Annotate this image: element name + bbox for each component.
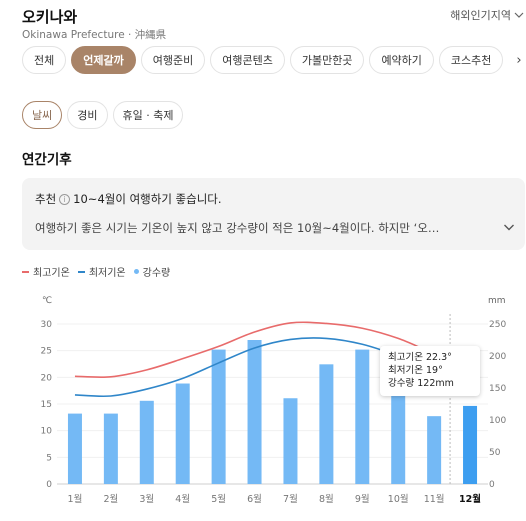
subtab-label: 휴일 · 축제 <box>122 109 174 122</box>
precipitation-bar <box>247 340 262 484</box>
recommendation-body: 여행하기 좋은 시기는 기온이 높지 않고 강수량이 적은 10월~4월이다. … <box>35 221 440 235</box>
precipitation-bar <box>355 349 370 484</box>
subtab-label: 경비 <box>77 109 98 122</box>
x-tick-label: 10월 <box>388 493 409 505</box>
subtab-expenses[interactable]: 경비 <box>67 101 108 129</box>
tab-travel-content[interactable]: 여행콘텐츠 <box>210 46 285 74</box>
x-tick-label: 2월 <box>103 493 118 505</box>
legend-min-temp: 최저기온 <box>77 264 126 279</box>
y-left-tick-label: 5 <box>46 453 52 463</box>
precipitation-bar <box>139 400 154 484</box>
tab-label: 예약하기 <box>381 54 422 67</box>
sub-tabs: 날씨 경비 휴일 · 축제 <box>22 101 184 129</box>
legend-swatch <box>22 270 29 273</box>
climate-chart-svg: ℃ mm 0 5 10 15 20 25 30 0 50 100 150 200 250 1월 2월 3월 4월 5월… <box>41 296 507 505</box>
info-icon[interactable]: i <box>59 193 71 205</box>
y-left-unit-label: ℃ <box>42 296 52 306</box>
tooltip-max-temp: 최고기온 22.3° <box>388 352 452 363</box>
precipitation-bar <box>283 398 298 484</box>
y-left-tick-label: 30 <box>41 320 53 330</box>
y-left-tick-label: 15 <box>41 400 52 410</box>
subtab-holidays-festivals[interactable]: 휴일 · 축제 <box>112 101 184 129</box>
recommendation-box[interactable]: 추천 i 10~4월이 여행하기 좋습니다. 여행하기 좋은 시기는 기온이 높… <box>22 178 525 250</box>
tooltip-rain: 강수량 122mm <box>388 378 454 389</box>
page-subtitle: Okinawa Prefecture · 沖縄県 <box>22 29 167 41</box>
y-right-tick-label: 0 <box>489 480 495 490</box>
precipitation-bar <box>319 364 334 484</box>
x-tick-label: 9월 <box>355 493 370 505</box>
x-tick-label: 7월 <box>283 493 298 505</box>
tab-label: 언제갈까 <box>83 54 124 67</box>
legend-label: 최고기온 <box>33 268 70 279</box>
recommendation-label: 추천 <box>35 192 57 206</box>
climate-chart[interactable]: ℃ mm 0 5 10 15 20 25 30 0 50 100 150 200 250 1월 2월 3월 4월 5월… <box>0 288 526 521</box>
y-right-tick-label: 150 <box>489 384 506 394</box>
x-tick-label: 6월 <box>247 493 262 505</box>
x-tick-label: 4월 <box>175 493 190 505</box>
max-temp-line <box>74 321 471 378</box>
legend-max-temp: 최고기온 <box>22 264 70 279</box>
x-tick-label: 1월 <box>68 493 83 505</box>
y-right-tick-label: 100 <box>489 416 506 426</box>
tab-travel-prep[interactable]: 여행준비 <box>140 46 206 74</box>
precipitation-bar <box>175 383 190 484</box>
chevron-down-icon[interactable] <box>503 221 515 233</box>
page-title: 오키나와 <box>22 8 78 26</box>
y-right-tick-label: 250 <box>489 320 506 330</box>
tooltip-min-temp: 최저기온 19° <box>388 365 443 376</box>
legend-precipitation: 강수량 <box>133 264 171 279</box>
x-tick-label: 3월 <box>139 493 154 505</box>
x-tick-label: 5월 <box>211 493 226 505</box>
tab-label: 가볼만한곳 <box>301 54 353 67</box>
precipitation-bar <box>391 380 406 484</box>
tab-places-to-visit[interactable]: 가볼만한곳 <box>289 46 365 74</box>
tab-when-to-go[interactable]: 언제갈까 <box>71 46 136 74</box>
chevron-right-icon[interactable]: › <box>512 46 526 74</box>
popular-regions-dropdown[interactable]: 해외인기지역 <box>450 7 524 23</box>
y-left-tick-label: 25 <box>41 347 52 357</box>
precipitation-bar <box>427 416 442 484</box>
tab-booking[interactable]: 예약하기 <box>369 46 434 74</box>
y-right-tick-label: 50 <box>489 448 501 458</box>
tab-label: 여행콘텐츠 <box>222 54 273 67</box>
precipitation-bar <box>463 405 478 484</box>
y-right-tick-label: 200 <box>489 352 506 362</box>
legend-swatch <box>77 270 85 273</box>
chart-tooltip: 최고기온 22.3° 최저기온 19° 강수량 122mm <box>380 346 480 396</box>
section-title: 연간기후 <box>22 152 72 168</box>
y-left-tick-label: 10 <box>41 427 53 437</box>
precipitation-bar <box>211 349 226 484</box>
legend-label: 강수량 <box>142 268 171 279</box>
y-left-tick-label: 0 <box>46 480 52 490</box>
tab-label: 여행준비 <box>152 54 194 67</box>
main-tabs: 전체 언제갈까 여행준비 여행콘텐츠 가볼만한곳 예약하기 코스추천 <box>22 46 526 76</box>
recommendation-headline-row: 추천 i 10~4월이 여행하기 좋습니다. <box>35 191 222 207</box>
subtab-label: 날씨 <box>32 109 53 122</box>
precipitation-bar <box>103 413 118 484</box>
x-tick-label: 12월 <box>459 493 481 505</box>
tab-all[interactable]: 전체 <box>22 46 67 74</box>
x-tick-label: 11월 <box>424 493 445 505</box>
y-left-tick-label: 20 <box>41 373 53 383</box>
tab-course-recommend[interactable]: 코스추천 <box>438 46 504 74</box>
chart-legend: 최고기온 최저기온 강수량 <box>22 264 170 279</box>
precipitation-bar <box>67 413 82 484</box>
tab-label: 코스추천 <box>450 54 492 67</box>
y-right-unit-label: mm <box>488 296 506 306</box>
tab-label: 전체 <box>34 54 55 67</box>
chevron-down-icon <box>514 12 524 18</box>
header: 오키나와 Okinawa Prefecture · 沖縄県 해외인기지역 <box>22 4 526 42</box>
recommendation-headline: 10~4월이 여행하기 좋습니다. <box>73 192 222 206</box>
legend-label: 최저기온 <box>88 268 126 279</box>
x-tick-label: 8월 <box>319 493 334 505</box>
popular-regions-label: 해외인기지역 <box>450 9 511 22</box>
legend-swatch <box>133 269 139 274</box>
subtab-weather[interactable]: 날씨 <box>22 101 63 129</box>
